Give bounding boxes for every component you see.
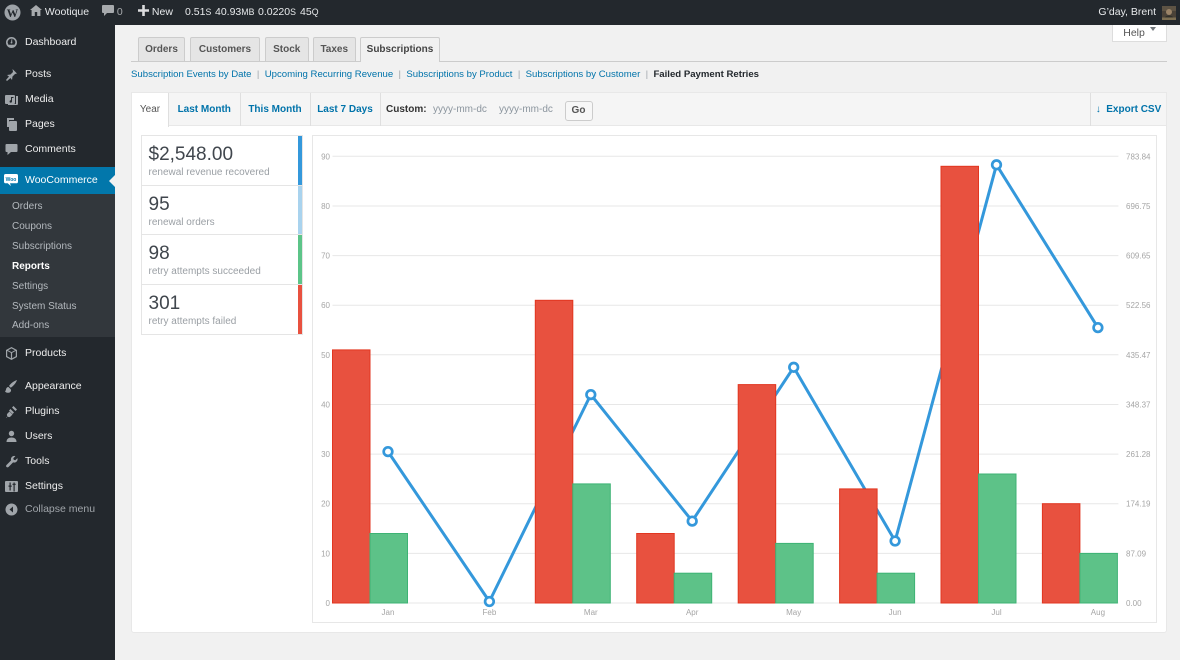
svg-text:Feb: Feb [482,608,496,617]
svg-text:522.56: 522.56 [1126,302,1151,311]
svg-text:0.00: 0.00 [1126,599,1142,608]
svg-text:50: 50 [321,351,330,360]
svg-text:20: 20 [321,500,330,509]
svg-text:60: 60 [321,302,330,311]
svg-text:May: May [786,608,801,617]
svg-text:696.75: 696.75 [1126,202,1151,211]
svg-text:90: 90 [321,153,330,162]
svg-text:40: 40 [321,401,330,410]
svg-text:Jul: Jul [991,608,1001,617]
svg-text:W: W [7,8,19,20]
svg-text:174.19: 174.19 [1126,500,1151,509]
svg-text:80: 80 [321,202,330,211]
svg-text:70: 70 [321,252,330,261]
svg-text:Mar: Mar [583,608,597,617]
svg-text:Jun: Jun [888,608,901,617]
svg-text:Woo: Woo [6,176,17,182]
svg-text:Jan: Jan [381,608,394,617]
svg-text:261.28: 261.28 [1126,451,1151,460]
svg-text:30: 30 [321,451,330,460]
svg-text:87.09: 87.09 [1126,550,1147,559]
svg-text:Aug: Aug [1090,608,1104,617]
svg-text:435.47: 435.47 [1126,351,1151,360]
svg-text:Apr: Apr [685,608,698,617]
svg-text:0: 0 [325,599,330,608]
svg-text:609.65: 609.65 [1126,252,1151,261]
svg-text:10: 10 [321,550,330,559]
svg-text:348.37: 348.37 [1126,401,1151,410]
svg-text:783.84: 783.84 [1126,153,1151,162]
